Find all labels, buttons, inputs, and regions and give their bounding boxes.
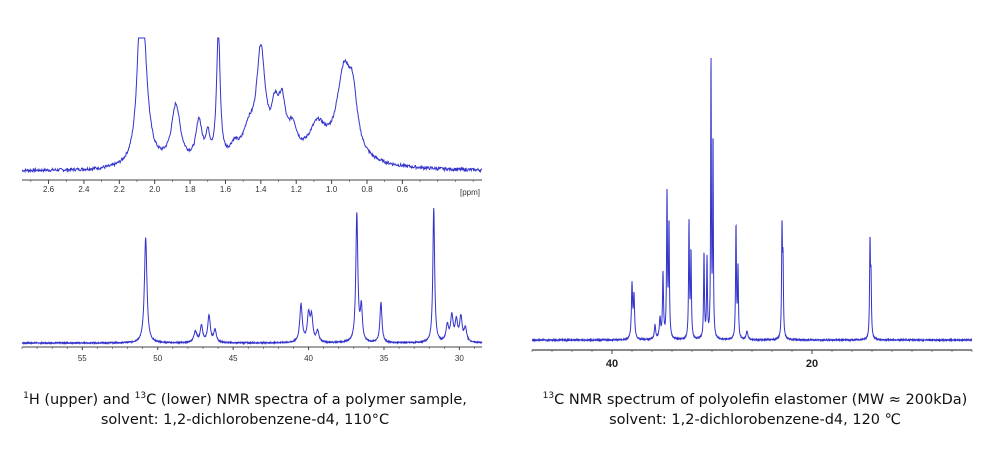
right-caption: 13C NMR spectrum of polyolefin elastomer…	[512, 386, 998, 430]
c13-right-x-ticks: 40 20	[531, 350, 973, 370]
c13-lower-spectrum-trace	[21, 208, 483, 346]
h1-upper-tick-label: 2.0	[149, 185, 161, 194]
h1-upper-tick-label: 1.2	[291, 185, 303, 194]
h1-upper-tick-label: 1.6	[220, 185, 232, 194]
c13-lower-tick-label: 30	[455, 354, 464, 363]
h1-upper-tick-label: 1.4	[255, 185, 267, 194]
c13-lower-spectrum-panel: 55 50 45 40 35 30	[21, 208, 483, 363]
h1-upper-tick-label: 1.0	[326, 185, 338, 194]
c13-lower-x-ticks: 55 50 45 40 35 30	[21, 347, 475, 363]
h1-upper-tick-label: 2.2	[114, 185, 126, 194]
right-caption-line1: 13C NMR spectrum of polyolefin elastomer…	[542, 391, 968, 408]
c13-right-tick-label: 40	[606, 358, 618, 370]
left-caption-line1: 1H (upper) and 13C (lower) NMR spectra o…	[23, 391, 467, 408]
left-caption-line2: solvent: 1,2-dichlorobenzene-d4, 110°C	[100, 411, 390, 428]
c13-right-spectrum-panel: 40 20	[531, 57, 973, 370]
c13-right-spectrum-trace	[531, 57, 973, 343]
h1-spectrum-trace	[21, 37, 483, 174]
c13-lower-tick-label: 45	[229, 354, 238, 363]
c13-lower-tick-label: 40	[304, 354, 313, 363]
h1-x-ticks: 2.6 2.4 2.2 2.0 1.8 1.6 1.4 1.2 1.0 0.8 0.6	[30, 180, 474, 194]
h1-upper-tick-label: 2.4	[78, 185, 90, 194]
h1-upper-tick-label: 2.6	[43, 185, 55, 194]
h1-spectrum-panel: 2.6 2.4 2.2 2.0 1.8 1.6 1.4 1.2 1.0 0.8 0.6 [ppm]	[21, 37, 483, 197]
h1-x-axis-label: [ppm]	[460, 188, 480, 197]
h1-upper-tick-label: 0.8	[361, 185, 373, 194]
c13-lower-tick-label: 35	[380, 354, 389, 363]
left-caption: 1H (upper) and 13C (lower) NMR spectra o…	[2, 386, 488, 430]
h1-upper-tick-label: 0.6	[397, 185, 409, 194]
h1-upper-tick-label: 1.8	[185, 185, 197, 194]
c13-lower-tick-label: 55	[78, 354, 87, 363]
c13-right-tick-label: 20	[806, 358, 818, 370]
right-caption-line2: solvent: 1,2-dichlorobenzene-d4, 120 ℃	[609, 411, 901, 428]
c13-lower-tick-label: 50	[153, 354, 162, 363]
